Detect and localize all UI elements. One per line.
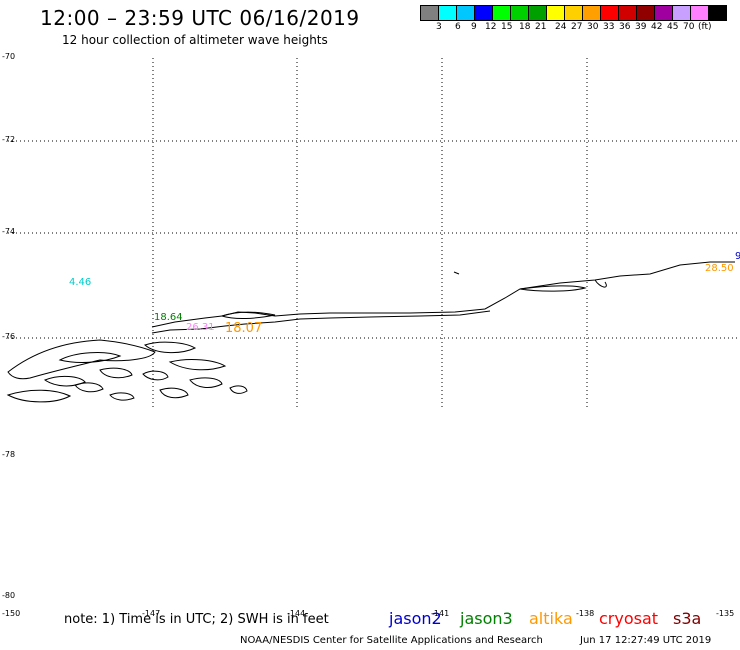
legend-label: 21 [535, 22, 547, 32]
satellite-legend-jason2: jason2 [389, 609, 442, 628]
graticule [8, 58, 740, 407]
legend-label: 9 [471, 22, 477, 32]
credit-line: NOAA/NESDIS Center for Satellite Applica… [240, 635, 543, 646]
antarctic-coastline [6, 261, 735, 403]
wave-height-label: 28.50 [705, 263, 734, 274]
lat-tick: -74 [2, 227, 16, 236]
lon-tick: -144 [287, 609, 306, 618]
map-subtitle: 12 hour collection of altimeter wave hei… [62, 33, 328, 47]
color-legend [420, 5, 727, 21]
lat-tick: -78 [2, 450, 16, 459]
legend-swatch [708, 5, 727, 21]
legend-label: 30 [587, 22, 599, 32]
legend-label: 3 [436, 22, 442, 32]
legend-label: 27 [571, 22, 583, 32]
legend-label: 24 [555, 22, 567, 32]
legend-label: 15 [501, 22, 513, 32]
wave-height-label: 4.46 [69, 277, 92, 288]
legend-label: 6 [455, 22, 461, 32]
lat-tick: -72 [2, 135, 16, 144]
legend-label: 45 [667, 22, 679, 32]
lat-tick: -70 [2, 52, 16, 61]
wave-height-label: 18.64 [154, 312, 183, 323]
map-title: 12:00 – 23:59 UTC 06/16/2019 [40, 6, 360, 30]
generated-timestamp: Jun 17 12:27:49 UTC 2019 [580, 635, 712, 646]
satellite-legend-altika: altika [529, 609, 573, 628]
legend-label: 39 [635, 22, 647, 32]
lon-tick: -135 [716, 609, 735, 618]
legend-label: 42 [651, 22, 663, 32]
legend-label: 36 [619, 22, 631, 32]
wave-height-label: 18.07 [225, 321, 263, 336]
lon-tick: -147 [142, 609, 161, 618]
legend-label: 12 [485, 22, 497, 32]
lon-tick: -138 [576, 609, 595, 618]
legend-label: (ft) [698, 22, 712, 32]
satellite-legend-jason3: jason3 [460, 609, 513, 628]
satellite-legend-s3a: s3a [673, 609, 702, 628]
wave-height-label: 9 [735, 251, 740, 262]
legend-label: 33 [603, 22, 615, 32]
footnote: note: 1) Time is in UTC; 2) SWH is in fe… [64, 612, 329, 627]
lat-tick: -76 [2, 332, 16, 341]
lon-tick: -141 [431, 609, 450, 618]
wave-height-label: 26.31 [186, 322, 215, 333]
color-legend-labels: 3 6 9 12 15 18 21 24 27 30 33 36 39 42 4… [421, 22, 740, 34]
lat-tick: -80 [2, 591, 16, 600]
satellite-legend-cryosat: cryosat [599, 609, 659, 628]
legend-label: 70 [683, 22, 695, 32]
lon-tick: -150 [2, 609, 21, 618]
legend-label: 18 [519, 22, 531, 32]
